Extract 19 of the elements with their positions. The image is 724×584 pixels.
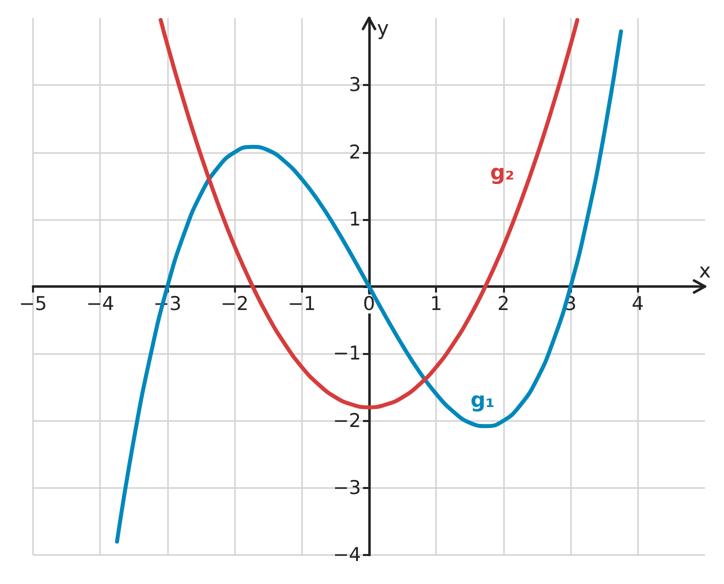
y-tick-label: 2 <box>348 141 361 164</box>
x-tick-label: −1 <box>288 293 316 315</box>
y-axis-title: y <box>377 16 389 40</box>
x-tick-label: 4 <box>632 293 644 315</box>
y-tick-label: −2 <box>332 410 361 432</box>
y-tick-label: −1 <box>332 342 361 365</box>
x-tick-label: 0 <box>362 293 376 315</box>
y-tick-label: 3 <box>348 74 361 96</box>
x-axis-title: x <box>699 258 711 282</box>
x-tick-label: −2 <box>220 293 249 315</box>
y-tick-label: 1 <box>348 208 361 230</box>
y-tick-label: −4 <box>332 544 361 566</box>
series-label: g₁ <box>470 388 495 412</box>
x-tick-label: −4 <box>86 293 114 315</box>
y-tick-label: −3 <box>332 476 361 499</box>
x-tick-label: −5 <box>18 293 48 315</box>
x-tick-label: 2 <box>497 293 510 315</box>
x-tick-label: 1 <box>430 293 442 315</box>
series-label: g₂ <box>490 160 514 184</box>
